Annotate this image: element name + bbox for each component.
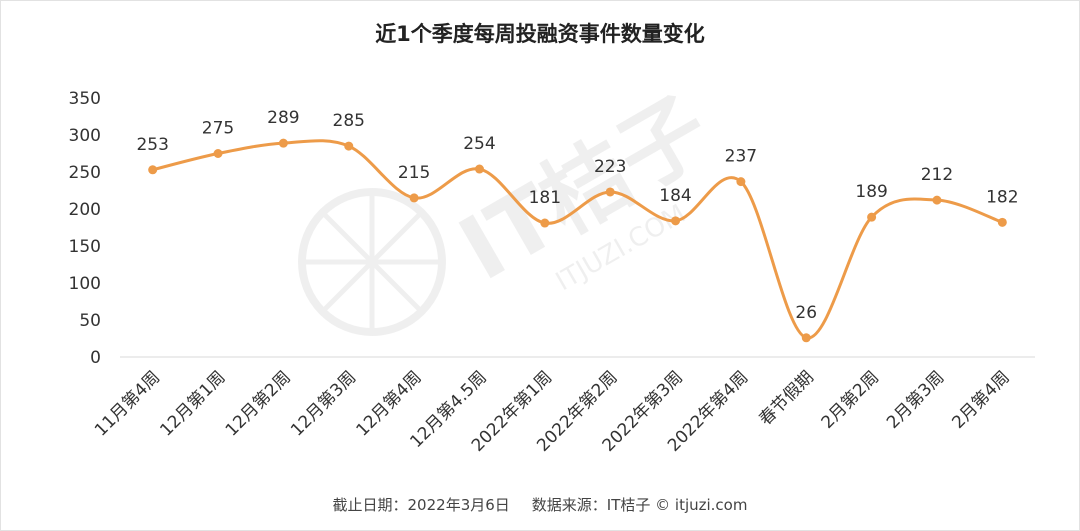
x-tick-label: 2月第3周 bbox=[883, 367, 949, 433]
footer: 截止日期：2022年3月6日 数据来源：IT桔子 © itjuzi.com bbox=[0, 494, 1080, 515]
data-point bbox=[148, 165, 158, 175]
x-tick-label: 12月第1周 bbox=[156, 367, 229, 440]
data-point bbox=[278, 138, 288, 148]
chart-title: 近1个季度每周投融资事件数量变化 bbox=[375, 22, 705, 46]
footer-date: 截止日期：2022年3月6日 bbox=[332, 496, 510, 514]
data-label: 182 bbox=[986, 187, 1018, 207]
data-point bbox=[213, 149, 223, 158]
data-label: 253 bbox=[136, 135, 168, 155]
data-point bbox=[474, 164, 484, 174]
data-point bbox=[801, 333, 811, 343]
x-axis: 11月第4周12月第1周12月第2周12月第3周12月第4周12月第4.5周20… bbox=[91, 367, 1014, 455]
data-label: 223 bbox=[594, 157, 626, 177]
y-axis: 0 50 100 150 200 250 300 350 bbox=[69, 89, 101, 368]
data-label: 285 bbox=[333, 111, 365, 131]
data-points bbox=[148, 138, 1007, 343]
x-tick-label: 2月第4周 bbox=[948, 367, 1014, 433]
data-label: 184 bbox=[659, 186, 691, 206]
y-tick-label: 200 bbox=[69, 200, 101, 220]
data-label: 189 bbox=[855, 182, 887, 202]
data-label: 289 bbox=[267, 108, 299, 128]
data-label: 212 bbox=[921, 165, 953, 185]
watermark-orange-icon bbox=[298, 188, 446, 336]
data-point bbox=[409, 193, 419, 203]
y-tick-label: 100 bbox=[69, 274, 101, 294]
data-point bbox=[867, 212, 877, 222]
data-label: 254 bbox=[463, 134, 495, 154]
y-tick-label: 0 bbox=[90, 348, 101, 368]
y-tick-label: 300 bbox=[69, 126, 101, 146]
x-tick-label: 2月第2周 bbox=[818, 367, 884, 433]
y-tick-label: 250 bbox=[69, 163, 101, 183]
data-labels: 253 275 289 285 215 254 181 223 184 237 26 189 212 18… bbox=[136, 108, 1018, 323]
y-tick-label: 350 bbox=[69, 89, 101, 109]
x-tick-label: 11月第4周 bbox=[91, 367, 164, 440]
data-point bbox=[605, 187, 615, 197]
data-point bbox=[736, 177, 746, 187]
data-label: 215 bbox=[398, 163, 430, 183]
data-point bbox=[932, 195, 942, 205]
watermark-orange-segment bbox=[323, 213, 421, 311]
y-tick-label: 50 bbox=[79, 311, 101, 331]
data-label: 26 bbox=[795, 303, 817, 323]
data-point bbox=[671, 216, 681, 226]
x-tick-label: 春节假期 bbox=[756, 367, 818, 429]
data-label: 275 bbox=[202, 119, 234, 139]
data-label: 237 bbox=[725, 147, 757, 167]
x-tick-label: 12月第2周 bbox=[222, 367, 295, 440]
data-point bbox=[344, 141, 354, 151]
data-point bbox=[540, 218, 550, 228]
watermark-orange-segment bbox=[323, 213, 421, 311]
footer-source: 数据来源：IT桔子 © itjuzi.com bbox=[531, 496, 748, 514]
x-tick-label: 12月第3周 bbox=[287, 367, 360, 440]
data-point bbox=[997, 217, 1007, 227]
y-tick-label: 150 bbox=[69, 237, 101, 257]
data-label: 181 bbox=[529, 188, 561, 208]
